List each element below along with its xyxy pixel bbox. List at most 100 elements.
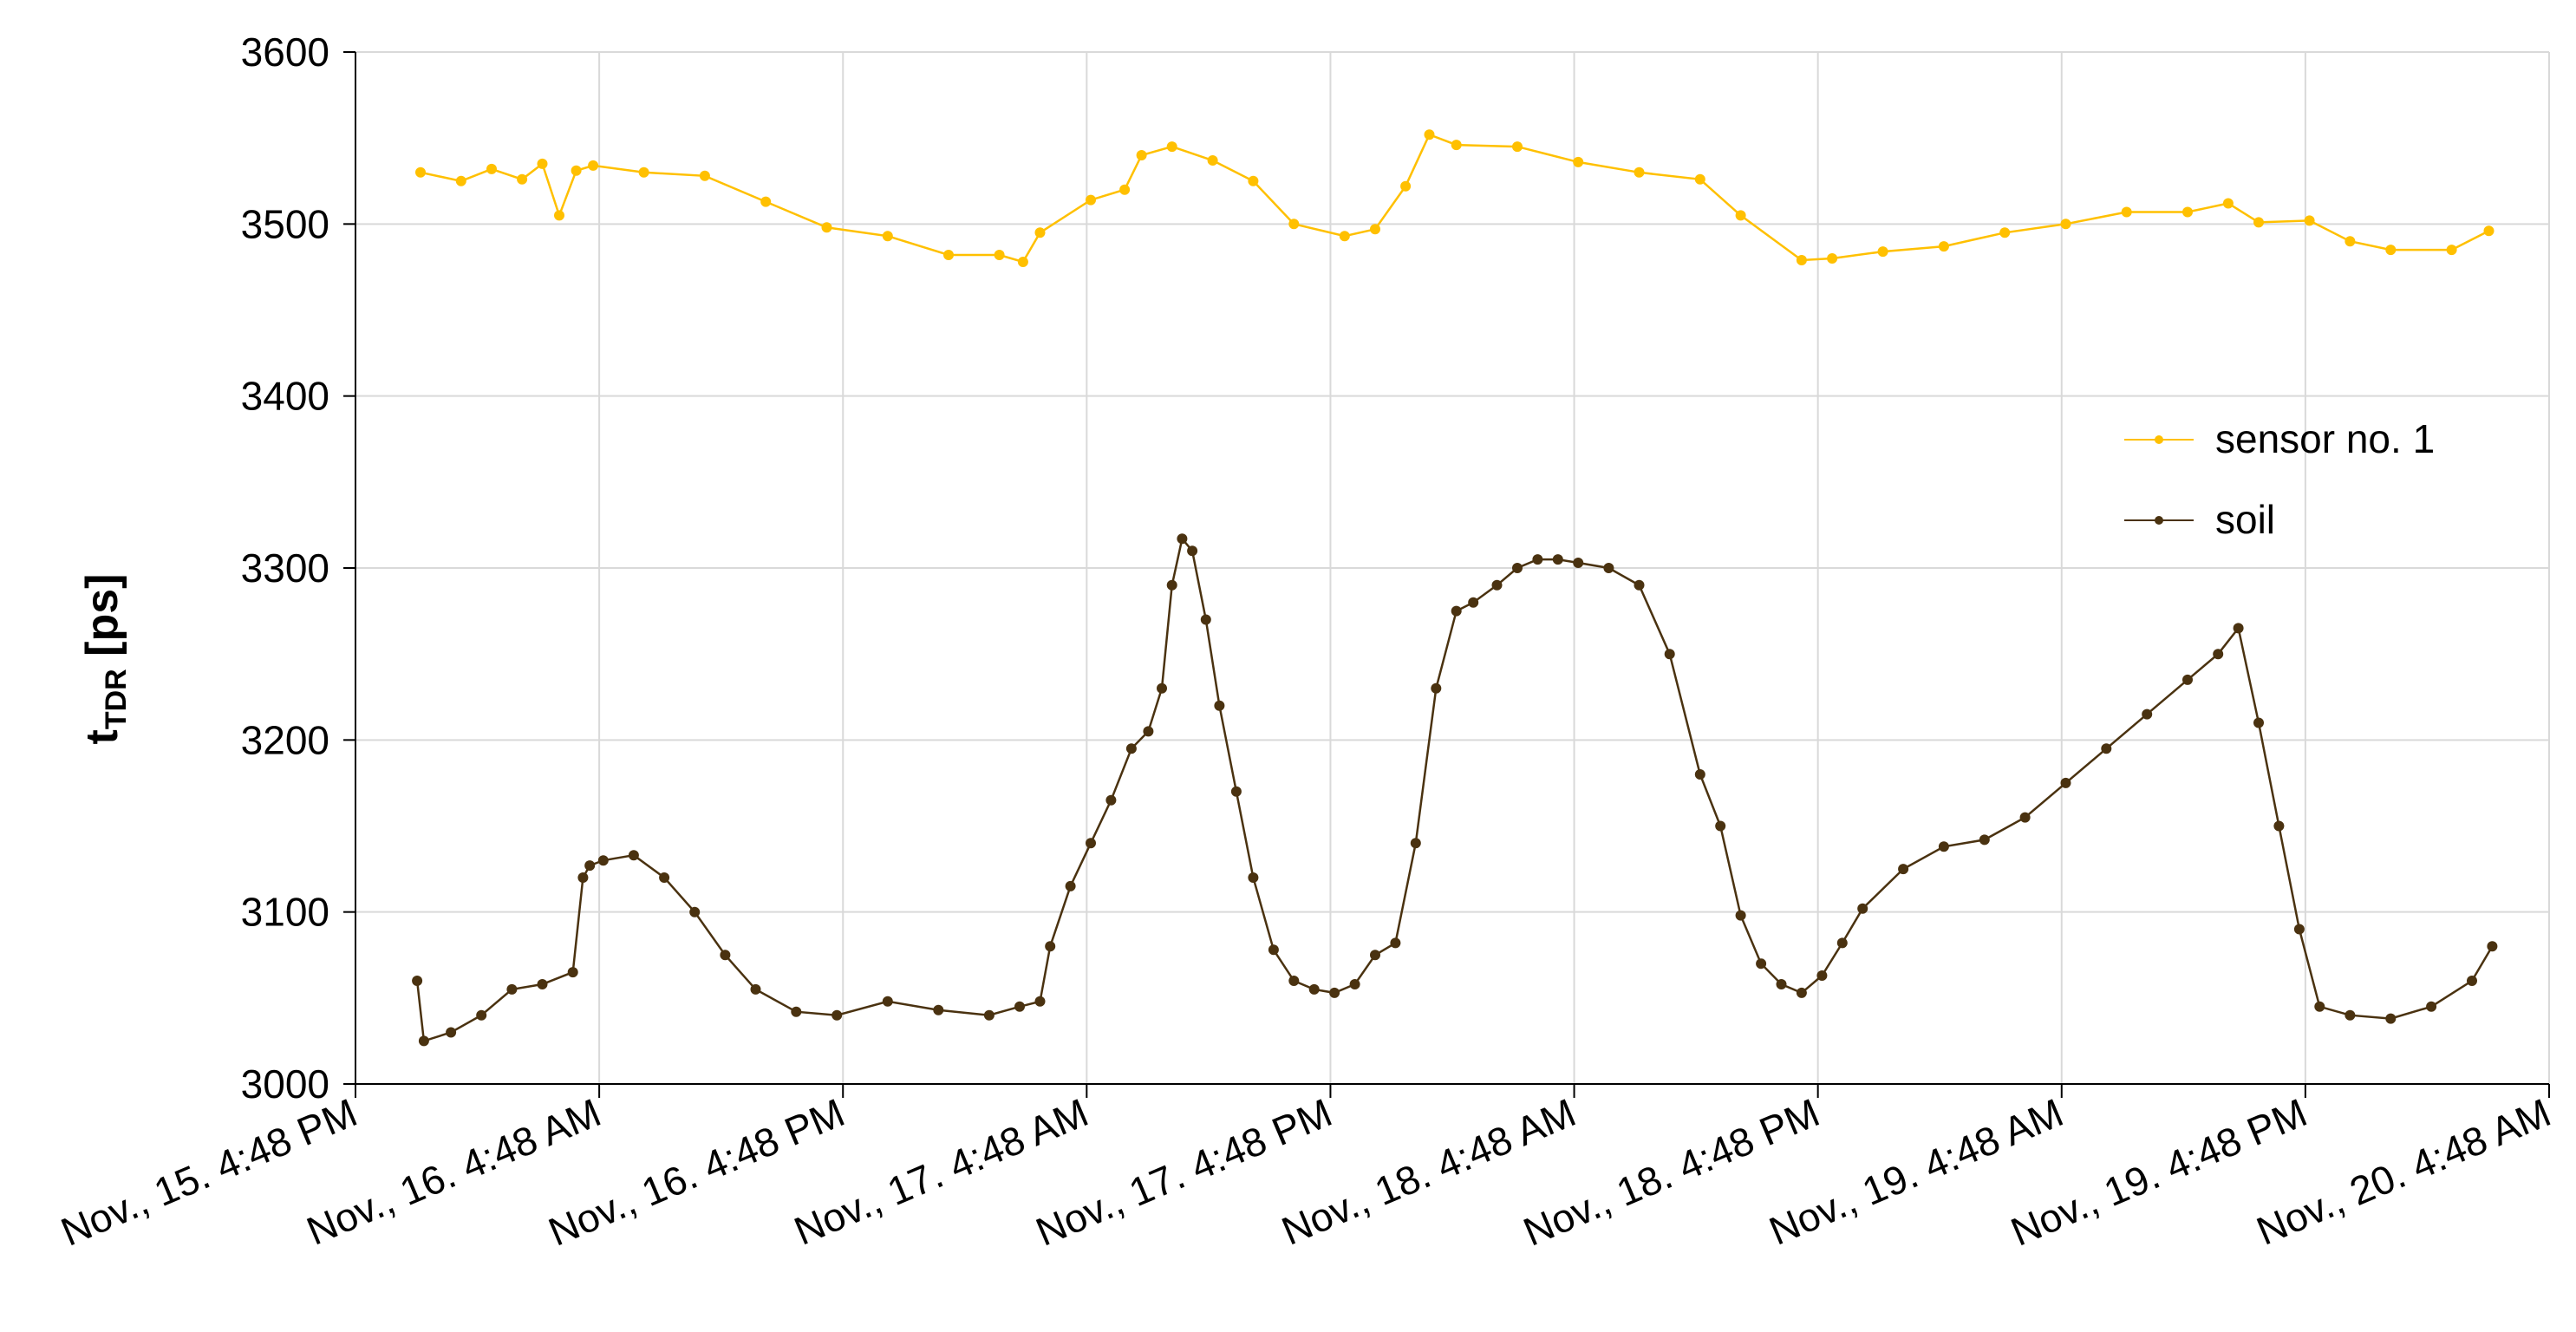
- y-axis-ticks: 3000 3100 3200 3300 3400 3500 3600: [241, 29, 329, 1107]
- y-axis-label-subscript: TDR: [100, 669, 133, 729]
- data-point-1-30: [1177, 533, 1188, 545]
- data-point-0-46: [2385, 245, 2397, 256]
- y-tick-label-3: 3300: [241, 545, 329, 591]
- data-point-1-0: [412, 976, 423, 986]
- data-point-0-17: [1086, 194, 1096, 206]
- data-point-1-53: [1634, 579, 1645, 591]
- data-point-0-20: [1166, 141, 1177, 153]
- data-point-1-26: [1125, 743, 1137, 754]
- data-point-0-13: [943, 250, 954, 260]
- data-point-1-73: [2233, 623, 2244, 634]
- data-point-0-41: [2182, 206, 2193, 218]
- data-point-0-43: [2253, 217, 2264, 228]
- data-point-1-55: [1694, 769, 1705, 780]
- data-point-0-45: [2344, 236, 2356, 247]
- data-point-1-60: [1796, 987, 1807, 998]
- data-point-0-36: [1877, 246, 1888, 258]
- data-point-0-19: [1136, 150, 1147, 160]
- data-point-1-6: [567, 967, 578, 978]
- series-line-0: [420, 133, 2490, 264]
- data-point-1-1: [418, 1035, 429, 1047]
- data-point-1-16: [831, 1009, 843, 1021]
- data-point-1-21: [1034, 996, 1046, 1007]
- data-point-1-2: [446, 1027, 457, 1038]
- data-point-0-1: [455, 175, 466, 186]
- data-point-1-39: [1329, 987, 1340, 998]
- data-point-0-33: [1735, 210, 1746, 221]
- data-point-1-34: [1230, 786, 1242, 797]
- y-tick-label-4: 3400: [241, 374, 329, 419]
- data-point-1-79: [2385, 1013, 2397, 1024]
- series-layer: [412, 129, 2498, 1047]
- data-point-0-29: [1512, 141, 1523, 153]
- y-axis-label-unit: [ps]: [77, 574, 127, 669]
- data-point-1-69: [2101, 743, 2112, 754]
- series-1: [412, 533, 2498, 1047]
- data-point-1-75: [2273, 820, 2285, 832]
- data-point-1-46: [1468, 597, 1479, 608]
- y-tick-label-1: 3100: [241, 890, 329, 935]
- data-point-0-3: [517, 173, 528, 185]
- data-point-0-9: [699, 170, 710, 181]
- data-point-1-81: [2467, 976, 2477, 986]
- data-point-0-32: [1694, 173, 1705, 185]
- data-point-1-4: [506, 983, 518, 995]
- data-point-0-7: [588, 160, 599, 171]
- data-point-1-78: [2344, 1009, 2356, 1021]
- legend-entry-soil: soil: [2124, 497, 2275, 542]
- data-point-0-21: [1207, 155, 1218, 166]
- data-point-1-37: [1288, 976, 1300, 986]
- data-point-1-45: [1451, 605, 1462, 617]
- data-point-1-76: [2293, 924, 2305, 935]
- data-point-1-10: [628, 850, 639, 861]
- data-point-1-43: [1410, 838, 1421, 849]
- data-point-1-70: [2142, 708, 2153, 720]
- data-point-1-12: [689, 906, 701, 917]
- data-point-1-29: [1166, 579, 1177, 591]
- data-point-1-28: [1157, 682, 1167, 694]
- data-point-0-27: [1424, 129, 1435, 140]
- data-point-1-82: [2487, 941, 2498, 952]
- data-point-0-38: [1999, 227, 2011, 238]
- data-point-1-50: [1552, 554, 1563, 565]
- y-tick-label-5: 3500: [241, 201, 329, 246]
- data-point-1-57: [1735, 910, 1746, 921]
- data-point-0-35: [1827, 253, 1838, 264]
- data-point-1-65: [1938, 841, 1949, 852]
- data-point-1-44: [1431, 682, 1442, 694]
- data-point-1-36: [1268, 944, 1279, 956]
- data-point-0-22: [1248, 175, 1259, 186]
- data-point-1-80: [2426, 1001, 2437, 1012]
- data-point-0-39: [2060, 219, 2071, 230]
- data-point-0-40: [2121, 206, 2132, 218]
- data-point-1-5: [537, 979, 548, 989]
- data-point-1-58: [1756, 958, 1767, 970]
- data-point-1-22: [1045, 941, 1056, 952]
- data-point-1-7: [577, 872, 589, 883]
- data-point-0-26: [1400, 180, 1412, 192]
- data-point-1-23: [1065, 880, 1076, 891]
- data-point-1-19: [983, 1009, 995, 1021]
- data-point-1-56: [1715, 820, 1726, 832]
- data-point-0-30: [1573, 156, 1584, 167]
- legend: sensor no. 1 soil: [2124, 416, 2435, 542]
- data-point-0-37: [1938, 241, 1949, 252]
- data-point-0-16: [1034, 227, 1046, 238]
- data-point-0-42: [2222, 198, 2234, 209]
- data-point-1-51: [1573, 558, 1584, 568]
- data-point-0-18: [1119, 184, 1131, 195]
- data-point-1-11: [659, 872, 670, 883]
- data-point-0-12: [882, 231, 893, 242]
- y-tick-label-2: 3200: [241, 717, 329, 762]
- data-point-1-52: [1603, 563, 1614, 573]
- data-point-1-17: [882, 996, 893, 1007]
- data-point-1-72: [2213, 649, 2224, 660]
- data-point-1-27: [1143, 726, 1154, 737]
- data-point-0-47: [2446, 245, 2457, 256]
- data-point-0-5: [554, 210, 564, 221]
- data-point-0-11: [821, 222, 832, 233]
- data-point-1-68: [2060, 777, 2071, 788]
- data-point-1-14: [750, 983, 761, 995]
- data-point-1-77: [2314, 1001, 2325, 1012]
